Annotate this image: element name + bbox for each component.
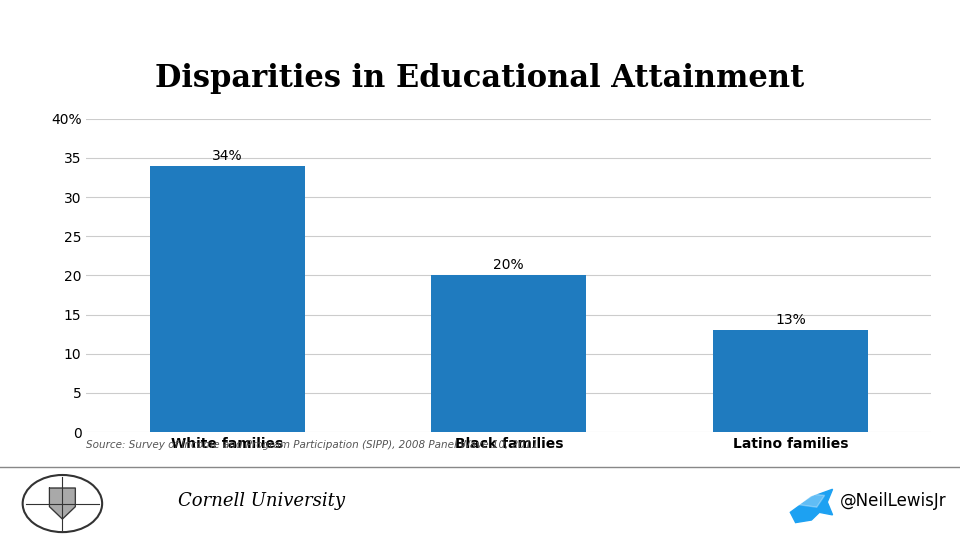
Text: @NeilLewisJr: @NeilLewisJr [840, 492, 947, 510]
Polygon shape [50, 488, 75, 519]
Bar [431, 275, 587, 432]
Text: 20%: 20% [493, 258, 524, 272]
Text: 13%: 13% [775, 313, 805, 327]
Polygon shape [799, 495, 825, 507]
Text: Source: Survey of Income and Program Participation (SIPP), 2008 Panel Wave 10, 2: Source: Survey of Income and Program Par… [86, 440, 539, 450]
Polygon shape [790, 489, 832, 523]
Bar [150, 166, 304, 432]
Text: 34%: 34% [212, 148, 243, 163]
Text: Cornell University: Cornell University [178, 492, 345, 510]
Bar [713, 330, 868, 432]
Text: Disparities in Educational Attainment: Disparities in Educational Attainment [156, 63, 804, 94]
